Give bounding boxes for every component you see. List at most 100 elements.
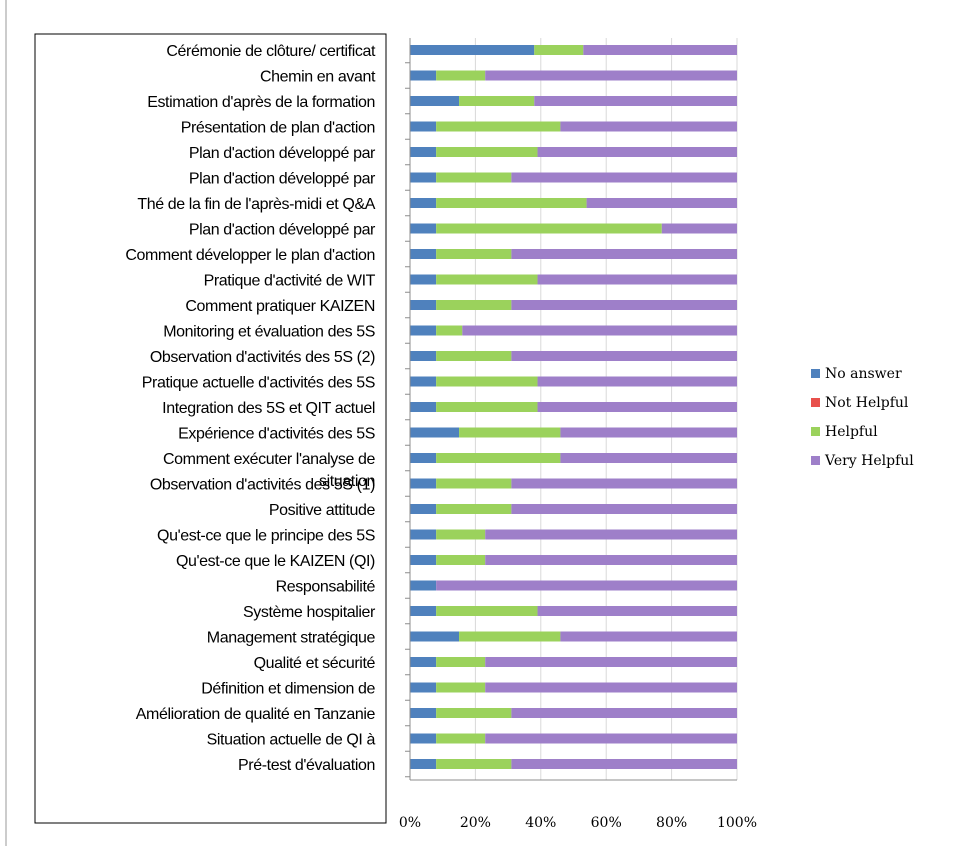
bar-segment xyxy=(511,300,737,310)
bar-segment xyxy=(511,504,737,514)
bar-segment xyxy=(410,733,437,744)
bar-segment xyxy=(436,300,512,310)
category-label: Estimation d'après de la formation xyxy=(147,94,375,111)
bar-segment xyxy=(511,759,737,769)
category-label: Observation d'activités des 5S (1) xyxy=(150,477,375,494)
category-label: Pré-test d'évaluation xyxy=(238,757,375,774)
bar-segment xyxy=(436,478,512,489)
bar-segment xyxy=(410,478,437,489)
bar-segment xyxy=(436,402,538,412)
bar-segment xyxy=(436,147,538,157)
bar-segment xyxy=(436,351,512,361)
bar-segment xyxy=(436,733,486,744)
bar-segment xyxy=(436,274,538,285)
category-label: Plan d'action développé par xyxy=(189,145,376,162)
bar-segment xyxy=(436,580,737,591)
category-label-box xyxy=(34,33,387,824)
category-label: Amélioration de qualité en Tanzanie xyxy=(136,706,376,723)
bar-segment xyxy=(410,402,437,412)
bar-segment xyxy=(459,96,535,106)
category-label: Responsabilité xyxy=(276,579,376,596)
bar-segment xyxy=(410,606,437,616)
category-label: Observation d'activités des 5S (2) xyxy=(150,349,375,366)
bar-segment xyxy=(436,223,662,234)
legend-label: Not Helpful xyxy=(825,395,909,411)
legend-label: No answer xyxy=(825,366,902,382)
category-label: Présentation de plan d'action xyxy=(181,120,375,137)
bar-segment xyxy=(462,325,737,336)
bar-segment xyxy=(410,682,437,693)
bar-segment xyxy=(410,172,437,183)
bar-segment xyxy=(410,427,460,438)
category-label: Qu'est-ce que le KAIZEN (QI) xyxy=(176,553,375,570)
bar-segment xyxy=(436,529,486,540)
bar-segment xyxy=(410,121,437,132)
category-label: Positive attitude xyxy=(269,502,376,519)
category-label: Integration des 5S et QIT actuel xyxy=(162,400,375,417)
bar-segment xyxy=(436,606,538,616)
bar-segment xyxy=(410,657,437,667)
bar-segment xyxy=(511,351,737,361)
category-label: Définition et dimension de xyxy=(201,681,375,698)
bar-segment xyxy=(537,147,737,157)
bar-segment xyxy=(410,198,437,208)
bar-segment xyxy=(560,121,737,132)
bar-segment xyxy=(537,402,737,412)
bar-segment xyxy=(436,555,486,565)
legend: No answer Not Helpful Helpful Very Helpful xyxy=(811,366,914,469)
category-label: Pratique actuelle d'activités des 5S xyxy=(142,375,375,392)
bar-segment xyxy=(410,45,535,55)
category-label: Situation actuelle de QI à xyxy=(207,732,376,749)
bar-segment xyxy=(410,300,437,310)
legend-label: Very Helpful xyxy=(824,453,914,469)
bar-segment xyxy=(436,325,463,336)
category-label: Pratique d'activité de WIT xyxy=(204,273,376,290)
bar-segment xyxy=(436,657,486,667)
category-label: Plan d'action développé par xyxy=(189,171,376,188)
axes xyxy=(405,38,737,781)
bar-segment xyxy=(537,274,737,285)
bar-segment xyxy=(436,172,512,183)
bar-segment xyxy=(410,631,460,642)
bar-segment xyxy=(485,555,737,565)
x-tick-label: 60% xyxy=(591,815,622,831)
bar-segment xyxy=(436,376,538,387)
bar-segment xyxy=(410,274,437,285)
bar-segment xyxy=(410,223,437,234)
bar-segment xyxy=(511,708,737,718)
legend-label: Helpful xyxy=(825,424,878,440)
bar-segment xyxy=(459,631,561,642)
bar-segment xyxy=(560,427,737,438)
legend-swatch xyxy=(811,456,820,465)
bar-segment xyxy=(410,504,437,514)
bar-segment xyxy=(410,70,437,81)
x-tick-label: 100% xyxy=(717,815,757,831)
category-label: Qualité et sécurité xyxy=(254,655,376,672)
category-labels: Cérémonie de clôture/ certificat Chemin e… xyxy=(125,43,376,774)
x-tick-label: 80% xyxy=(656,815,687,831)
bar-segment xyxy=(537,606,737,616)
category-label: Comment pratiquer KAIZEN xyxy=(185,298,375,315)
bar-segment xyxy=(537,376,737,387)
bar-segment xyxy=(436,504,512,514)
bar-segment xyxy=(511,478,737,489)
bar-segment xyxy=(410,351,437,361)
bar-segment xyxy=(410,580,437,591)
bar-segment xyxy=(511,249,737,259)
bar-segment xyxy=(485,733,737,744)
x-tick-label: 40% xyxy=(525,815,556,831)
legend-swatch xyxy=(811,369,820,378)
category-label: Expérience d'activités des 5S xyxy=(178,426,375,443)
bar-segment xyxy=(410,325,437,336)
category-label: Plan d'action développé par xyxy=(189,222,376,239)
category-label: Qu'est-ce que le principe des 5S xyxy=(157,528,375,545)
bar-segment xyxy=(436,708,512,718)
category-label: Management stratégique xyxy=(207,630,376,647)
x-tick-label: 0% xyxy=(399,815,421,831)
bar-segment xyxy=(410,453,437,463)
category-label: Système hospitalier xyxy=(243,604,376,621)
x-tick-label: 20% xyxy=(460,815,491,831)
category-label: situation xyxy=(319,473,375,490)
category-label: Comment développer le plan d'action xyxy=(125,247,375,264)
x-tick-labels: 0% 20% 40% 60% 80% 100% xyxy=(399,815,757,831)
